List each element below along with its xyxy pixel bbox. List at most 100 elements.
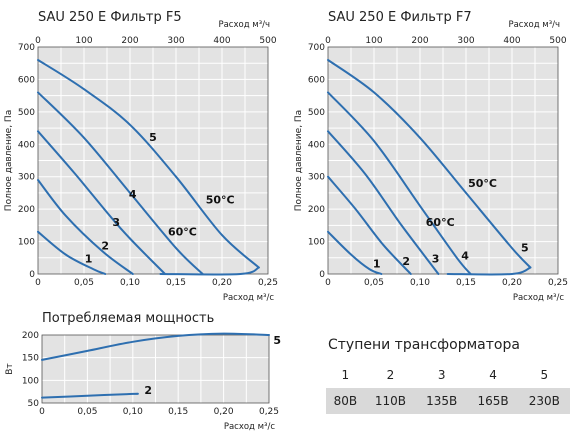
series-line-5 [41,332,270,361]
transformer-steps-row: 1 2 3 4 5 [326,362,570,388]
x2-tick-label: 100 [75,36,92,46]
series-line-4 [37,91,204,275]
chart-f5: SAU 250 E Фильтр F5010020030040050060070… [4,10,278,303]
y-tick-label: 200 [18,205,35,215]
y-tick-label: 100 [22,376,39,386]
curve-label: 50°C [468,177,497,190]
x-tick-label: 0 [39,407,45,417]
x-tick-label: 0,15 [166,278,186,288]
x-tick-label: 0,10 [120,278,140,288]
y-tick-label: 0 [29,270,35,280]
series-line-2 [41,392,139,399]
curve-label: 2 [402,255,410,268]
x-tick-label: 0,10 [123,407,143,417]
grid [42,335,269,403]
y-tick-label: 100 [18,238,35,248]
x2-tick-label: 200 [411,36,428,46]
y-tick-label: 100 [308,238,325,248]
x2-tick-label: 400 [213,36,230,46]
step-cell: 1 [341,368,350,382]
x-tick-label: 0,15 [168,407,188,417]
x2-tick-label: 400 [503,36,520,46]
series-line-50C [159,266,260,276]
series-line-50C [446,266,532,276]
x2-axis-label: Расход м³/ч [218,20,270,30]
curve-label: 4 [129,188,137,201]
x2-tick-label: 100 [365,36,382,46]
curve-label: 5 [149,131,157,144]
series-line-5 [37,59,260,269]
series-line-1 [327,230,383,275]
x2-tick-label: 500 [259,36,276,46]
voltage-cell: 165В [467,388,519,414]
y-tick-label: 300 [18,173,35,183]
series-line-1 [37,230,107,275]
chart-title: Потребляемая мощность [42,311,214,326]
step-cell: 2 [386,368,395,382]
x2-tick-label: 300 [167,36,184,46]
curve-label: 50°C [206,193,235,206]
chart-title: SAU 250 E Фильтр F5 [38,10,182,25]
y-axis-label: Полное давление, Па [4,110,14,211]
y-tick-label: 50 [28,399,40,409]
series-line-3 [37,130,166,275]
y-tick-label: 300 [308,173,325,183]
x2-tick-label: 0 [35,36,41,46]
chart-power: Потребляемая мощность 50 100 150 200 0 0,05 0,1… [5,311,281,432]
x2-axis-label: Расход м³/ч [508,20,560,30]
curve-label: 1 [373,258,381,271]
x-tick-label: 0,20 [214,407,234,417]
x-tick-label: 0,10 [410,278,430,288]
plot-frame [41,334,270,404]
y-tick-label: 500 [308,108,325,118]
grid [38,47,268,274]
y-tick-label: 150 [22,354,39,364]
curve-label: 3 [112,216,120,229]
x-tick-label: 0,15 [456,278,476,288]
curve-label: 5 [273,334,281,347]
y-tick-label: 200 [22,331,39,341]
series-line-3 [327,130,440,275]
x-tick-label: 0,25 [259,407,279,417]
y-tick-label: 400 [308,140,325,150]
curve-label: 60°C [168,226,197,239]
plot-frame [327,46,559,275]
x-tick-label: 0,05 [74,278,94,288]
voltage-cell: 135В [416,388,468,414]
y-tick-label: 0 [319,270,325,280]
voltage-cell: 110В [364,388,417,414]
y-axis-label: Вт [5,363,15,374]
x-axis-label: Расход м³/с [513,293,565,303]
x-tick-label: 0,25 [548,278,568,288]
x2-tick-label: 200 [121,36,138,46]
y-tick-label: 500 [18,108,35,118]
curve-label: 5 [521,241,529,254]
x-axis-label: Расход м³/с [224,422,276,432]
x-tick-label: 0,05 [77,407,97,417]
curve-label: 2 [144,384,152,397]
x-tick-label: 0 [325,278,331,288]
y-tick-label: 200 [308,205,325,215]
curve-label: 2 [101,240,109,253]
curve-label: 60°C [426,216,455,229]
chart-f7: SAU 250 E Фильтр F7010020030040050060070… [294,10,568,303]
transformer-voltages-row: 80В 110В 135В 165В 230В [326,388,570,414]
y-tick-label: 400 [18,140,35,150]
x2-tick-label: 0 [325,36,331,46]
curve-label: 1 [85,253,93,266]
x-axis-label: Расход м³/с [223,293,275,303]
x-tick-label: 0,25 [258,278,278,288]
x2-tick-label: 500 [549,36,566,46]
x-tick-label: 0,20 [502,278,522,288]
voltage-cell: 230В [518,388,570,414]
step-cell: 5 [540,368,549,382]
series-line-5 [327,59,532,269]
step-cell: 3 [437,368,446,382]
grid [328,47,558,274]
x-tick-label: 0,20 [212,278,232,288]
x-tick-label: 0,05 [364,278,384,288]
step-cell: 4 [489,368,497,382]
x-tick-label: 0 [35,278,41,288]
y-tick-label: 600 [18,75,35,85]
